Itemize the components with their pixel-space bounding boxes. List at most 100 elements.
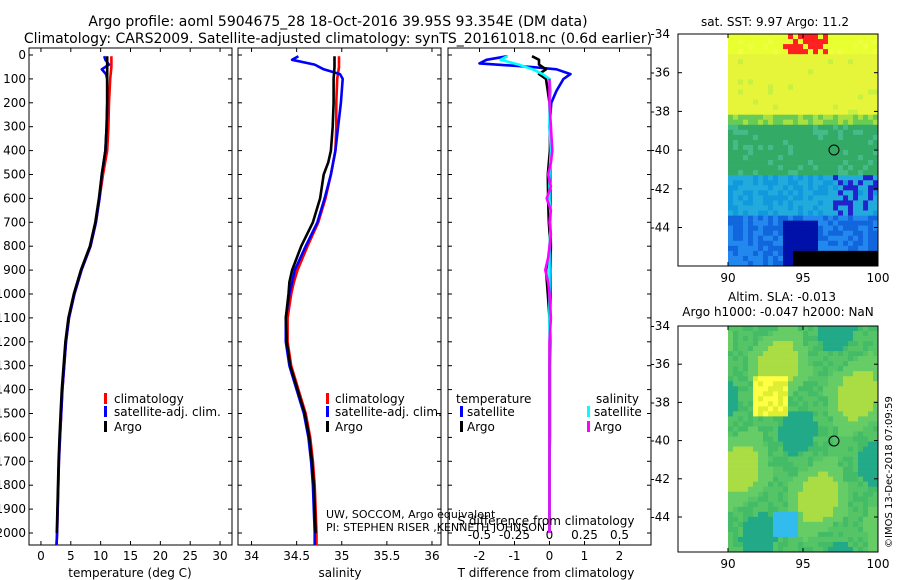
map-cell	[868, 341, 874, 347]
map-cell	[768, 341, 774, 347]
map-cell	[753, 54, 759, 60]
map-cell	[773, 64, 779, 70]
map-cell	[743, 491, 749, 498]
x2-tick-label: 0.25	[571, 528, 598, 542]
map-cell	[753, 356, 759, 362]
map-cell	[758, 406, 764, 412]
map-cell	[868, 401, 874, 407]
map-cell	[798, 190, 804, 196]
map-cell	[793, 391, 799, 397]
map-cell	[803, 210, 809, 216]
map-y-tick-label: -38	[650, 104, 670, 118]
map-cell	[773, 175, 779, 181]
map-cell	[843, 386, 849, 392]
map-cell	[828, 235, 834, 242]
map-cell	[803, 476, 809, 482]
map-cell	[868, 396, 874, 402]
map-cell	[798, 416, 804, 422]
map-cell	[853, 99, 859, 105]
map-cell	[828, 124, 834, 131]
map-cell	[798, 541, 804, 548]
map-cell	[733, 134, 739, 141]
map-cell	[788, 39, 794, 45]
map-cell	[763, 200, 769, 206]
map-cell	[828, 501, 834, 508]
map-cell	[773, 526, 779, 533]
map-cell	[788, 210, 794, 216]
map-cell	[773, 396, 779, 402]
map-cell	[863, 441, 869, 447]
map-cell	[753, 165, 759, 171]
map-cell	[868, 185, 874, 191]
map-cell	[743, 466, 749, 472]
map-cell	[753, 180, 759, 186]
map-cell	[833, 220, 839, 226]
map-cell	[838, 170, 844, 176]
map-cell	[793, 180, 799, 186]
map-cell	[793, 426, 799, 432]
map-cell	[793, 431, 799, 437]
map-cell	[818, 124, 824, 131]
map-cell	[838, 521, 844, 528]
map-cell	[768, 376, 774, 382]
map-cell	[848, 200, 854, 206]
map-cell	[858, 326, 864, 332]
map-cell	[803, 391, 809, 397]
map-cell	[748, 245, 754, 252]
map-cell	[803, 436, 809, 442]
map-cell	[788, 511, 794, 518]
map-cell	[783, 195, 789, 201]
map-cell	[858, 144, 864, 151]
map-cell	[843, 104, 849, 110]
map-cell	[788, 411, 794, 417]
map-cell	[763, 114, 769, 121]
map-cell	[813, 210, 819, 216]
map-cell	[813, 336, 819, 342]
map-cell	[793, 44, 799, 50]
map-cell	[803, 381, 809, 387]
map-cell	[843, 139, 849, 146]
map-cell	[778, 64, 784, 70]
map-cell	[788, 436, 794, 442]
map-cell	[783, 109, 789, 115]
map-cell	[768, 99, 774, 105]
map-cell	[753, 466, 759, 472]
map-cell	[773, 426, 779, 432]
map-cell	[748, 461, 754, 467]
map-cell	[748, 521, 754, 528]
legend-argo-swatch	[104, 421, 107, 432]
map-cell	[773, 104, 779, 110]
map-cell	[818, 79, 824, 85]
map-cell	[783, 44, 789, 50]
map-cell	[808, 496, 814, 503]
map-cell	[818, 155, 824, 161]
map-cell	[733, 245, 739, 252]
map-cell	[808, 381, 814, 387]
map-cell	[868, 466, 874, 472]
map-cell	[743, 180, 749, 186]
map-cell	[858, 526, 864, 533]
x-tick-label: 20	[153, 549, 168, 563]
map-cell	[863, 336, 869, 342]
map-cell	[768, 180, 774, 186]
map-cell	[778, 215, 784, 221]
map-cell	[798, 94, 804, 100]
map-cell	[848, 114, 854, 121]
map-cell	[863, 531, 869, 538]
map-cell	[773, 386, 779, 392]
map-cell	[803, 416, 809, 422]
map-cell	[858, 74, 864, 80]
map-cell	[873, 144, 879, 151]
map-cell	[853, 185, 859, 191]
map-cell	[818, 411, 824, 417]
map-y-tick-label: -44	[650, 510, 670, 524]
map-cell	[853, 39, 859, 45]
map-cell	[733, 64, 739, 70]
map-cell	[788, 84, 794, 90]
map-cell	[758, 139, 764, 146]
map-cell	[793, 486, 799, 493]
map-cell	[818, 160, 824, 166]
map-cell	[863, 406, 869, 412]
map-cell	[823, 496, 829, 503]
map-cell	[868, 416, 874, 422]
